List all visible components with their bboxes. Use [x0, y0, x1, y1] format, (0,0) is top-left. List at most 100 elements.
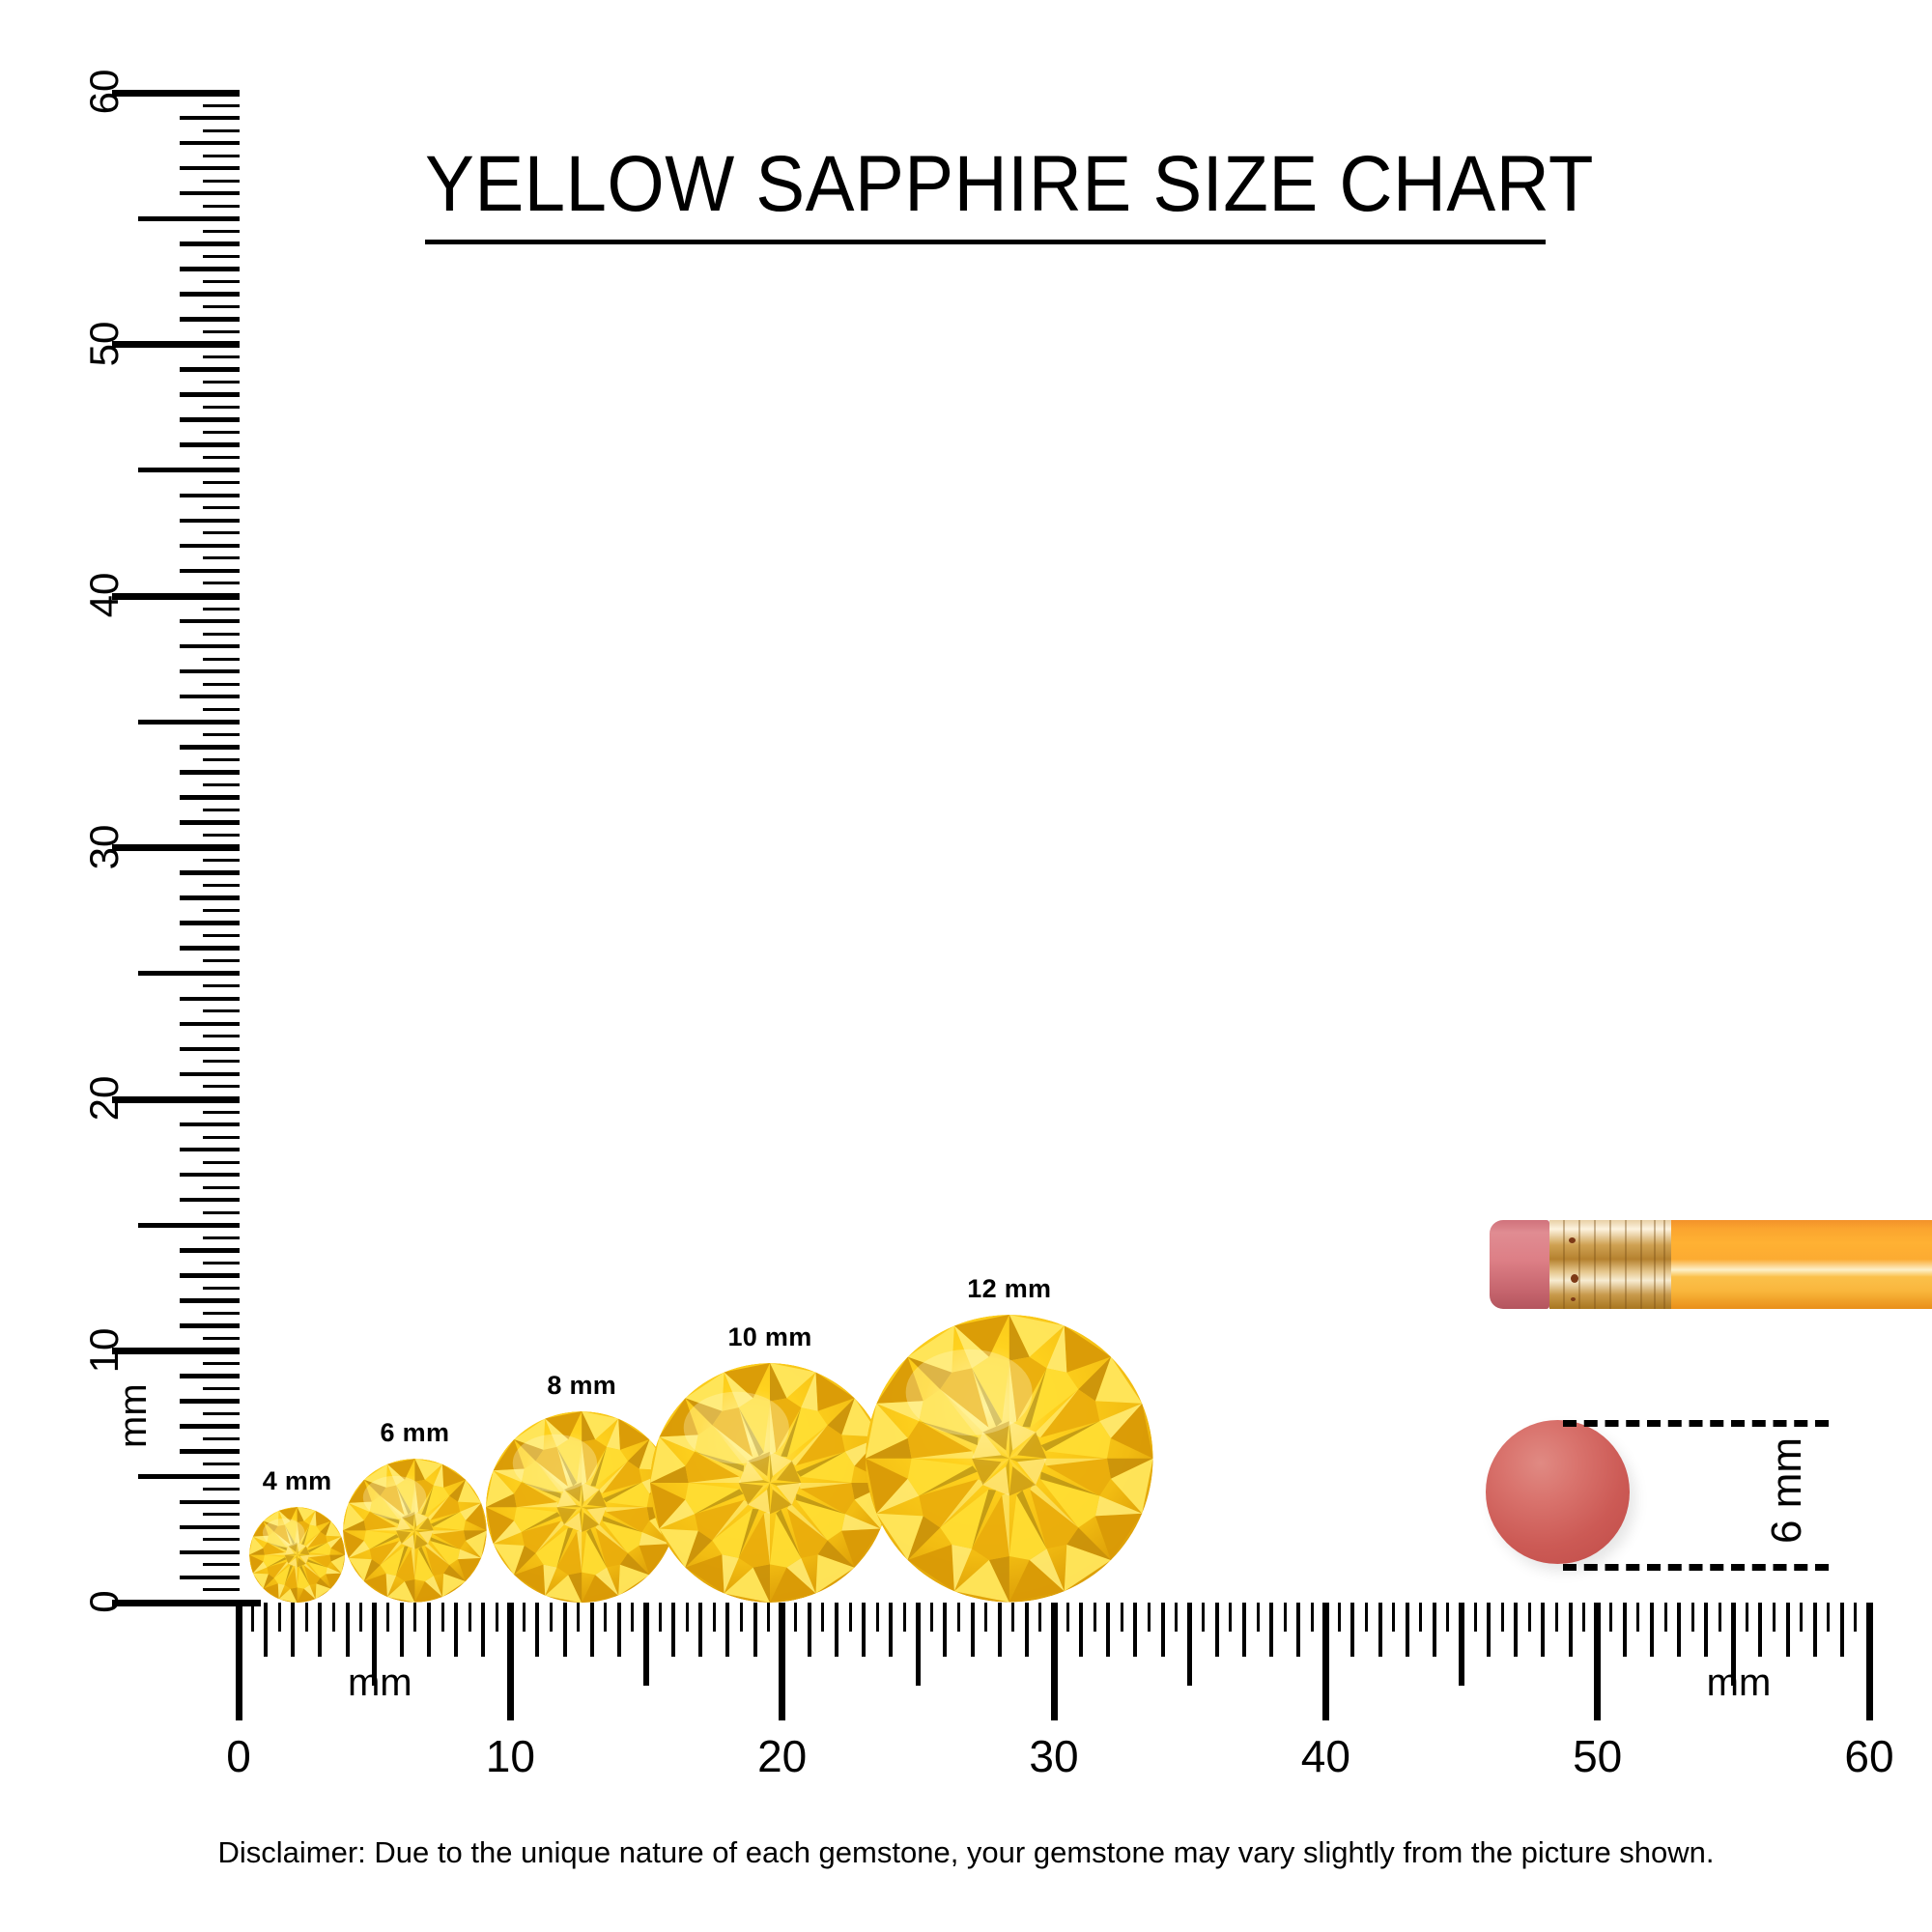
hruler-label-0: 0: [226, 1731, 251, 1781]
hruler-tick-35.5mm: [1202, 1603, 1206, 1632]
vruler-tick-28.5mm: [203, 884, 240, 888]
vruler-tick-6.5mm: [203, 1437, 240, 1441]
ferrule-ridge: [1663, 1220, 1665, 1309]
vruler-tick-19.5mm: [203, 1110, 240, 1114]
gem-label-10mm: 10 mm: [727, 1322, 812, 1351]
hruler-tick-16mm: [671, 1603, 676, 1657]
hruler-tick-25mm: [915, 1603, 922, 1686]
vruler-tick-2.5mm: [203, 1538, 240, 1542]
hruler-tick-32mm: [1106, 1603, 1111, 1657]
vruler-tick-22mm: [180, 1046, 240, 1052]
hruler-tick-28mm: [997, 1603, 1002, 1657]
vruler-tick-44.5mm: [203, 481, 240, 485]
vruler-tick-54mm: [180, 242, 240, 246]
hruler-tick-0.5mm: [250, 1603, 254, 1632]
hruler-tick-27.5mm: [984, 1603, 988, 1632]
vruler-tick-50mm: [112, 341, 240, 348]
hruler-tick-11mm: [535, 1603, 540, 1657]
hruler-tick-9.5mm: [495, 1603, 498, 1632]
vruler-tick-4.5mm: [203, 1488, 240, 1492]
vruler-tick-43mm: [180, 518, 240, 524]
hruler-tick-8.5mm: [468, 1603, 471, 1632]
vruler-tick-59mm: [180, 115, 240, 121]
vruler-tick-10.5mm: [203, 1336, 240, 1340]
gem-label-6mm: 6 mm: [380, 1418, 450, 1448]
disclaimer-text: Disclaimer: Due to the unique nature of …: [217, 1835, 1715, 1869]
hruler-tick-45.5mm: [1473, 1603, 1477, 1632]
hruler-tick-55.5mm: [1745, 1603, 1748, 1632]
hruler-tick-17.5mm: [712, 1603, 716, 1632]
gem-facets: [343, 1459, 487, 1603]
hruler-tick-54mm: [1704, 1603, 1709, 1657]
vruler-tick-34mm: [180, 745, 240, 750]
vruler-tick-1.5mm: [203, 1563, 240, 1567]
vruler-tick-12.5mm: [203, 1286, 240, 1290]
vruler-tick-49mm: [180, 367, 240, 372]
hruler-tick-49.5mm: [1582, 1603, 1586, 1632]
hruler-tick-48.5mm: [1554, 1603, 1558, 1632]
vruler-tick-38.5mm: [203, 632, 240, 636]
vruler-tick-24mm: [180, 996, 240, 1002]
hruler-tick-59mm: [1839, 1603, 1844, 1657]
vruler-tick-45.5mm: [203, 456, 240, 460]
hruler-label-10: 10: [485, 1731, 535, 1781]
hruler-tick-39.5mm: [1310, 1603, 1314, 1632]
hruler-tick-19.5mm: [767, 1603, 771, 1632]
hruler-tick-20.5mm: [794, 1603, 798, 1632]
vruler-tick-38mm: [180, 643, 240, 649]
hruler-tick-43.5mm: [1419, 1603, 1423, 1632]
hruler-tick-37.5mm: [1256, 1603, 1260, 1632]
vruler-tick-9.5mm: [203, 1362, 240, 1366]
gem-body: [486, 1410, 678, 1603]
hruler-tick-56.5mm: [1773, 1603, 1776, 1632]
ferrule-ridge: [1594, 1220, 1596, 1309]
hruler-tick-12.5mm: [577, 1603, 581, 1632]
hruler-tick-52mm: [1649, 1603, 1654, 1657]
vruler-tick-32.5mm: [203, 782, 240, 786]
vruler-tick-8mm: [180, 1399, 240, 1404]
hruler-label-40: 40: [1300, 1731, 1350, 1781]
hruler-tick-40.5mm: [1337, 1603, 1341, 1632]
hruler-tick-56mm: [1758, 1603, 1763, 1657]
hruler-tick-15.5mm: [658, 1603, 662, 1632]
vruler-tick-8.5mm: [203, 1387, 240, 1391]
gem-body: [650, 1363, 890, 1603]
ferrule-crimp: [1571, 1274, 1578, 1283]
hruler-tick-24mm: [889, 1603, 894, 1657]
gem-label-12mm: 12 mm: [967, 1274, 1052, 1304]
hruler-tick-51.5mm: [1636, 1603, 1640, 1632]
hruler-tick-30mm: [1050, 1603, 1058, 1720]
ferrule-ridge: [1625, 1220, 1627, 1309]
gem-label-4mm: 4 mm: [262, 1465, 332, 1495]
hruler-tick-21mm: [807, 1603, 811, 1657]
vruler-tick-26mm: [180, 946, 240, 951]
gem-body: [343, 1459, 487, 1603]
vruler-tick-53mm: [180, 267, 240, 271]
ferrule-ridge: [1654, 1220, 1656, 1309]
hruler-tick-38.5mm: [1283, 1603, 1287, 1632]
vruler-tick-39mm: [180, 618, 240, 624]
vruler-tick-35mm: [138, 719, 240, 724]
vruler-tick-43.5mm: [203, 506, 240, 510]
vruler-tick-14mm: [180, 1248, 240, 1253]
hruler-tick-38mm: [1269, 1603, 1274, 1657]
vruler-tick-41mm: [180, 568, 240, 574]
hruler-tick-43mm: [1405, 1603, 1409, 1657]
hruler-tick-41mm: [1350, 1603, 1355, 1657]
gem-facets: [650, 1363, 890, 1603]
hruler-tick-40mm: [1321, 1603, 1329, 1720]
vruler-tick-52.5mm: [203, 279, 240, 283]
hruler-tick-0mm: [235, 1603, 242, 1720]
hruler-tick-31mm: [1079, 1603, 1084, 1657]
vruler-tick-48.5mm: [203, 381, 240, 384]
vruler-tick-25.5mm: [203, 959, 240, 963]
vruler-tick-36mm: [180, 694, 240, 699]
gem-body: [249, 1506, 346, 1603]
vruler-tick-46mm: [180, 442, 240, 447]
hruler-tick-5.5mm: [386, 1603, 390, 1632]
dimension-line-bottom: [1563, 1564, 1829, 1571]
hruler-tick-20mm: [779, 1603, 786, 1720]
vruler-tick-54.5mm: [203, 229, 240, 233]
ferrule-ridge: [1609, 1220, 1611, 1309]
vruler-tick-44mm: [180, 493, 240, 498]
